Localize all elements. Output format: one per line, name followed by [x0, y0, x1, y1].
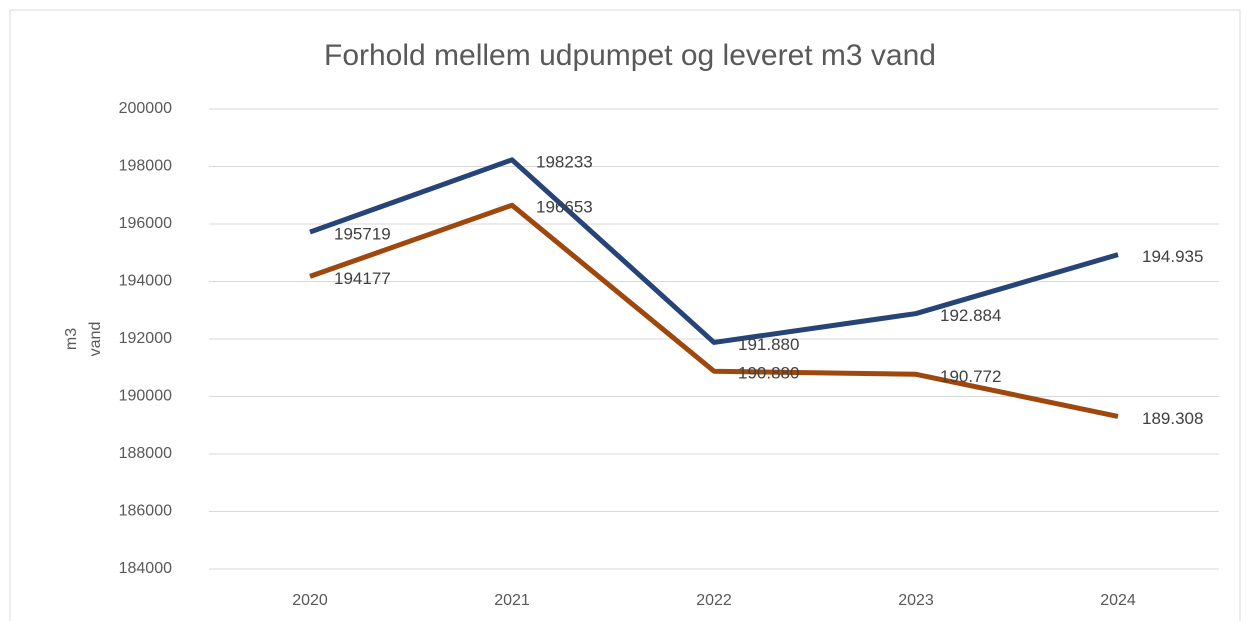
y-tick-label: 200000 [119, 100, 172, 117]
data-label: 190.772 [940, 367, 1001, 386]
data-label: 194.935 [1142, 247, 1203, 266]
x-tick-label: 2024 [1100, 592, 1136, 609]
y-tick-label: 186000 [119, 503, 172, 520]
data-label: 196653 [536, 198, 593, 217]
y-tick-label: 198000 [119, 158, 172, 175]
y-tick-label: 190000 [119, 388, 172, 405]
data-label: 192.884 [940, 306, 1001, 325]
data-label: 198233 [536, 152, 593, 171]
y-axis-label: m3 vand [63, 322, 104, 357]
y-tick-label: 188000 [119, 445, 172, 462]
x-tick-label: 2022 [696, 592, 732, 609]
y-axis-label-line: m3 [63, 328, 80, 350]
y-axis-label-line: vand [87, 322, 104, 357]
data-label: 189.308 [1142, 409, 1203, 428]
x-tick-label: 2023 [898, 592, 934, 609]
data-label: 190.880 [738, 364, 799, 383]
y-tick-label: 184000 [119, 560, 172, 577]
data-label: 194177 [334, 269, 391, 288]
series-line [309, 157, 1119, 345]
y-tick-label: 192000 [119, 330, 172, 347]
y-tick-label: 196000 [119, 215, 172, 232]
x-tick-label: 2021 [494, 592, 530, 609]
data-label: 191.880 [738, 335, 799, 354]
chart-frame [9, 9, 1241, 621]
y-tick-label: 194000 [119, 273, 172, 290]
x-tick-label: 2020 [292, 592, 328, 609]
chart-title: Forhold mellem udpumpet og leveret m3 va… [324, 39, 936, 72]
series-line [309, 202, 1119, 419]
data-label: 195719 [334, 225, 391, 244]
